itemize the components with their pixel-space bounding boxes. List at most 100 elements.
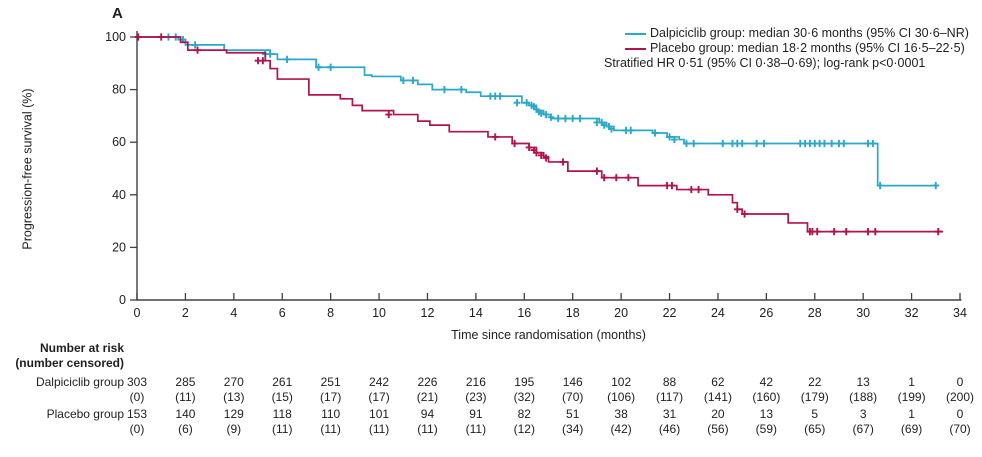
y-tick-label: 40 [112, 188, 126, 202]
risk-censored-cell: (17) [368, 390, 390, 404]
risk-censored-cell: (160) [752, 390, 781, 404]
risk-censored-cell: (11) [175, 390, 196, 404]
legend-stat-note: Stratified HR 0·51 (95% CI 0·38–0·69); l… [604, 56, 926, 70]
y-tick-label: 60 [112, 135, 126, 149]
risk-censored-cell: (6) [178, 422, 193, 436]
risk-censored-cell: (0) [129, 390, 145, 404]
x-tick-label: 10 [372, 306, 386, 320]
risk-censored-cell: (67) [852, 422, 874, 436]
risk-count-cell: 42 [759, 375, 774, 389]
risk-count-cell: 51 [566, 407, 580, 421]
survival-curve-placebo [137, 36, 944, 233]
risk-count-cell: 5 [811, 407, 819, 421]
y-tick-label: 0 [119, 293, 126, 307]
risk-count-cell: 195 [514, 375, 535, 389]
risk-censored-cell: (11) [465, 422, 487, 436]
risk-count-cell: 91 [469, 407, 483, 421]
risk-censored-cell: (11) [368, 422, 390, 436]
legend-item-placebo: Placebo group: median 18·2 months (95% C… [604, 41, 979, 56]
dalpiciclib-line-swatch [625, 33, 646, 35]
risk-censored-cell: (12) [513, 422, 535, 436]
risk-censored-cell: (141) [703, 390, 732, 404]
legend-item-label: Placebo group: median 18·2 months (95% C… [650, 41, 965, 55]
risk-table-header-1: Number at risk [39, 341, 124, 355]
placebo-line-swatch [625, 48, 646, 50]
risk-count-cell: 38 [614, 407, 628, 421]
risk-censored-cell: (188) [849, 390, 878, 404]
risk-count-cell: 22 [808, 375, 822, 389]
risk-censored-cell: (11) [272, 422, 293, 436]
risk-count-cell: 261 [272, 375, 293, 389]
risk-count-cell: 88 [662, 375, 677, 389]
risk-count-cell: 62 [711, 375, 725, 389]
risk-count-cell: 153 [126, 407, 148, 421]
risk-count-cell: 129 [223, 407, 244, 421]
risk-censored-cell: (11) [417, 422, 438, 436]
risk-count-cell: 216 [465, 375, 486, 389]
y-tick-label: 80 [112, 83, 126, 97]
risk-count-cell: 82 [517, 407, 531, 421]
y-tick-label: 20 [112, 240, 126, 254]
risk-count-cell: 118 [272, 407, 292, 421]
risk-row-label-dalpiciclib: Dalpiciclib group [35, 375, 124, 389]
risk-censored-cell: (23) [465, 390, 487, 404]
risk-censored-cell: (34) [562, 422, 584, 436]
risk-count-cell: 3 [859, 407, 867, 421]
risk-table-header-2: (number censored) [15, 356, 124, 370]
x-tick-label: 16 [517, 306, 531, 320]
legend-item-dalpiciclib: Dalpiciclib group: median 30·6 months (9… [604, 26, 979, 41]
risk-censored-cell: (179) [800, 390, 829, 404]
risk-count-cell: 303 [126, 375, 148, 389]
x-tick-label: 6 [279, 306, 286, 320]
risk-count-cell: 226 [417, 375, 438, 389]
risk-censored-cell: (106) [607, 390, 636, 404]
risk-censored-cell: (46) [658, 422, 681, 436]
x-tick-label: 24 [711, 306, 725, 320]
risk-count-cell: 146 [562, 375, 583, 389]
risk-censored-cell: (199) [897, 390, 926, 404]
risk-count-cell: 285 [175, 375, 196, 389]
risk-count-cell: 1 [908, 407, 915, 421]
risk-count-cell: 270 [223, 375, 244, 389]
risk-count-cell: 101 [369, 407, 390, 421]
x-tick-label: 4 [230, 306, 237, 320]
x-tick-label: 26 [759, 306, 773, 320]
risk-count-cell: 140 [175, 407, 196, 421]
x-tick-label: 22 [663, 306, 677, 320]
censor-marks-placebo [134, 33, 942, 236]
risk-count-cell: 13 [856, 375, 870, 389]
risk-count-cell: 0 [956, 375, 964, 389]
x-tick-label: 8 [327, 306, 334, 320]
x-tick-label: 32 [905, 306, 919, 320]
risk-censored-cell: (59) [755, 422, 778, 436]
risk-censored-cell: (42) [610, 422, 632, 436]
risk-censored-cell: (65) [804, 422, 826, 436]
risk-count-cell: 110 [321, 407, 341, 421]
risk-count-cell: 251 [320, 375, 341, 389]
x-tick-label: 0 [134, 306, 141, 320]
x-tick-label: 2 [182, 306, 189, 320]
risk-censored-cell: (11) [320, 422, 341, 436]
y-tick-label: 100 [105, 30, 126, 44]
x-tick-label: 14 [469, 306, 483, 320]
risk-censored-cell: (200) [945, 390, 975, 404]
risk-count-cell: 13 [759, 407, 774, 421]
risk-count-cell: 94 [420, 407, 435, 421]
risk-censored-cell: (0) [129, 422, 145, 436]
risk-censored-cell: (9) [226, 422, 242, 436]
risk-censored-cell: (32) [513, 390, 535, 404]
x-tick-label: 18 [566, 306, 580, 320]
risk-censored-cell: (70) [949, 422, 971, 436]
risk-count-cell: 102 [611, 375, 632, 389]
legend-item-label: Dalpiciclib group: median 30·6 months (9… [650, 26, 969, 40]
risk-count-cell: 0 [956, 407, 964, 421]
risk-count-cell: 1 [908, 375, 915, 389]
panel-label: A [112, 5, 123, 22]
risk-censored-cell: (117) [655, 390, 684, 404]
risk-censored-cell: (13) [223, 390, 245, 404]
risk-count-cell: 242 [369, 375, 390, 389]
y-axis-title: Progression-free survival (%) [20, 88, 35, 250]
risk-count-cell: 31 [662, 407, 677, 421]
